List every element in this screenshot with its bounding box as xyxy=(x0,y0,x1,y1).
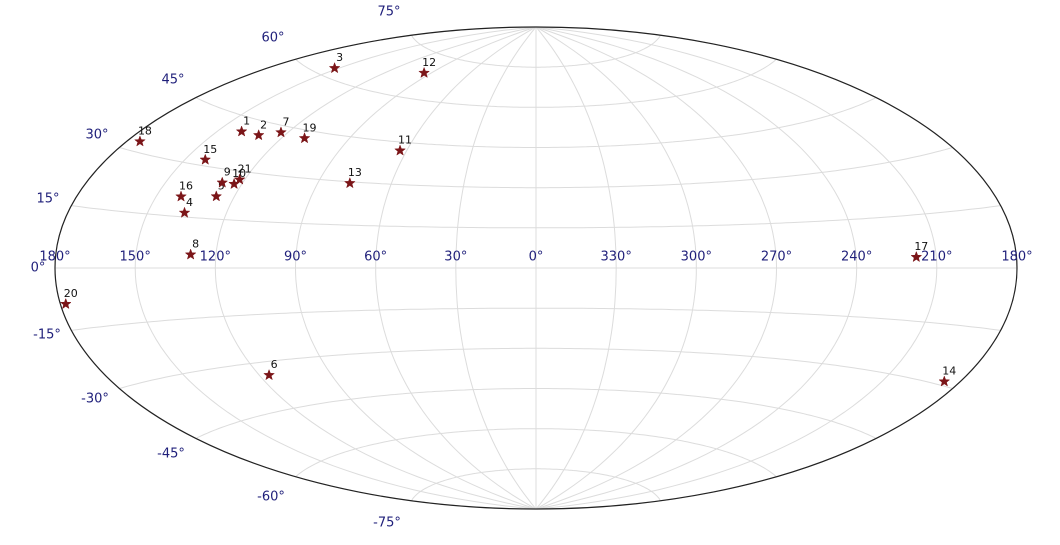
star-marker xyxy=(328,61,341,74)
star-marker xyxy=(178,206,191,218)
star-marker xyxy=(298,132,311,144)
star-marker xyxy=(343,177,356,189)
point-label: 8 xyxy=(192,238,199,251)
y-tick-label: 75° xyxy=(377,5,400,20)
x-tick-label: 300° xyxy=(681,250,712,265)
y-tick-label: 30° xyxy=(85,128,108,143)
x-tick-label: 240° xyxy=(841,250,872,265)
point-label: 17 xyxy=(914,240,928,253)
star-marker xyxy=(199,153,212,165)
point-label: 19 xyxy=(303,121,317,134)
grid-line xyxy=(134,26,537,510)
y-tick-label: -60° xyxy=(257,490,285,505)
x-tick-label: 330° xyxy=(601,250,632,265)
x-tick-label: 150° xyxy=(120,250,151,265)
y-tick-label: -75° xyxy=(373,516,401,531)
star-marker xyxy=(263,368,275,381)
x-tick-label: 210° xyxy=(921,250,952,265)
point-label: 14 xyxy=(942,365,956,378)
point-label: 20 xyxy=(64,287,78,300)
point-label: 7 xyxy=(282,115,289,128)
star-marker xyxy=(235,125,248,137)
star-marker xyxy=(938,375,951,387)
x-tick-label: 180° xyxy=(39,250,70,265)
x-tick-label: 120° xyxy=(200,250,231,265)
grid-line xyxy=(535,26,617,510)
x-tick-label: 30° xyxy=(444,250,467,265)
x-tick-label: 180° xyxy=(1001,250,1032,265)
point-label: 10 xyxy=(232,167,246,180)
y-tick-label: -15° xyxy=(33,328,61,343)
star-marker xyxy=(59,297,72,310)
point-label: 12 xyxy=(422,56,436,69)
grid-line xyxy=(455,26,537,510)
point-label: 6 xyxy=(271,358,278,371)
x-tick-label: 0° xyxy=(529,250,544,265)
star-marker xyxy=(210,190,223,202)
star-marker xyxy=(910,250,923,263)
star-marker xyxy=(216,176,229,188)
star-marker xyxy=(275,126,287,138)
point-label: 9 xyxy=(224,166,231,179)
y-tick-label: -30° xyxy=(81,392,109,407)
x-tick-label: 270° xyxy=(761,250,792,265)
point-label: 4 xyxy=(186,196,193,209)
point-label: 13 xyxy=(348,166,362,179)
y-tick-label: -45° xyxy=(157,447,185,462)
point-label: 15 xyxy=(203,143,217,156)
grid-line xyxy=(535,26,778,510)
tick-labels: 180° 180°150° 120° 90° 60° 30° 0° 330° 300° 270° 2… xyxy=(31,5,1033,531)
frame xyxy=(54,26,1018,510)
y-tick-label: 60° xyxy=(261,31,284,46)
star-marker xyxy=(184,248,197,260)
points: 123456789101112131415161718192021 xyxy=(59,51,956,387)
point-label: 18 xyxy=(138,124,152,137)
grid-line xyxy=(535,26,858,510)
grid-line xyxy=(294,26,537,510)
star-marker xyxy=(252,129,265,141)
star-marker xyxy=(233,173,246,185)
grid xyxy=(54,26,1018,510)
point-label: 2 xyxy=(260,118,267,131)
point-label: 16 xyxy=(179,180,193,193)
point-label: 1 xyxy=(243,115,250,128)
star-marker xyxy=(394,144,406,156)
grid-line xyxy=(535,26,938,510)
y-tick-label: 45° xyxy=(161,73,184,88)
star-marker xyxy=(175,190,187,202)
grid-line xyxy=(535,26,697,510)
point-label: 11 xyxy=(398,134,412,147)
y-tick-label: 0° xyxy=(31,261,46,276)
x-tick-label: 90° xyxy=(284,250,307,265)
star-marker xyxy=(418,66,430,78)
x-tick-label: 60° xyxy=(364,250,387,265)
point-label: 3 xyxy=(336,51,343,64)
point-label: 21 xyxy=(238,163,252,176)
grid-line xyxy=(375,26,537,510)
grid-line xyxy=(214,26,537,510)
y-tick-label: 15° xyxy=(36,192,59,207)
star-marker xyxy=(134,135,146,147)
